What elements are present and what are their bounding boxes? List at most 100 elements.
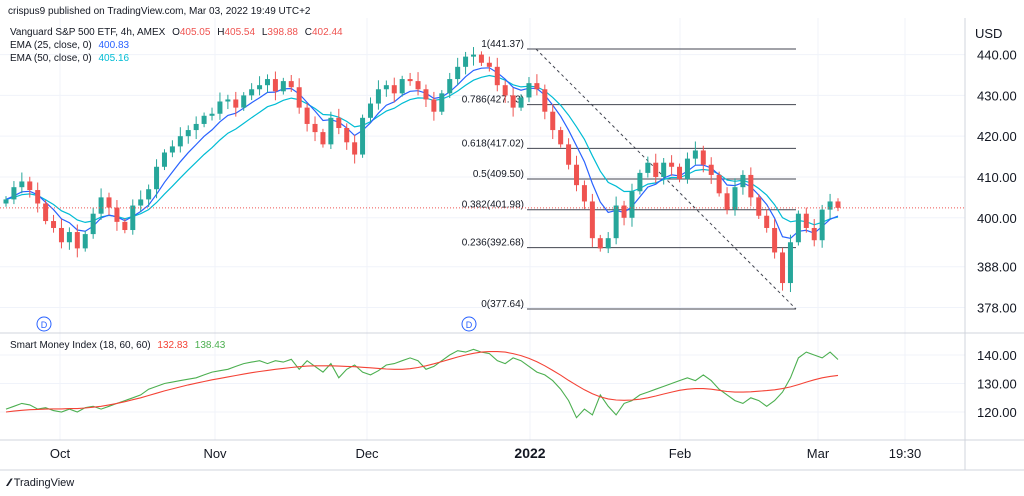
ohlc-high-label: H <box>217 27 225 38</box>
candle-body <box>439 93 445 112</box>
candle-body <box>169 146 175 153</box>
smi-label: Smart Money Index (18, 60, 60) <box>10 340 151 351</box>
candle-body <box>431 99 437 112</box>
x-tick-label: 2022 <box>514 445 545 461</box>
smi-y-tick-label: 130.00 <box>977 377 1017 392</box>
candle-body <box>486 62 492 67</box>
smi-line <box>5 348 839 419</box>
candle-body <box>58 227 64 243</box>
candle-body <box>3 199 9 204</box>
candle-body <box>581 185 587 202</box>
ema25-legend[interactable]: EMA (25, close, 0) 400.83 <box>10 40 133 51</box>
candle-body <box>122 221 128 231</box>
y-tick-label: 420.00 <box>977 129 1017 144</box>
candle-body <box>328 117 334 145</box>
candle-body <box>613 205 619 239</box>
tradingview-logo[interactable]: ⁄⁄ TradingView <box>8 477 74 489</box>
candle-body <box>304 107 310 124</box>
candle-body <box>98 197 104 214</box>
candle-body <box>787 242 793 284</box>
candle-body <box>161 152 167 167</box>
ohlc-low-label: L <box>261 27 268 38</box>
candle-body <box>407 79 413 82</box>
ohlc-low: 398.88 <box>267 27 298 38</box>
candle-body <box>225 99 231 102</box>
symbol-legend[interactable]: Vanguard S&P 500 ETF, 4h, AMEX O405.05 H… <box>10 27 347 38</box>
candle-body <box>756 197 762 216</box>
candle-body <box>629 191 635 218</box>
candle-body <box>502 85 508 96</box>
candle-body <box>217 101 223 114</box>
candle-body <box>471 54 477 57</box>
x-tick-label: Dec <box>355 446 379 461</box>
fib-level-label: 0(377.64) <box>481 299 524 310</box>
candle-body <box>138 199 144 206</box>
candle-body <box>82 234 88 249</box>
y-tick-label: 400.00 <box>977 211 1017 226</box>
candle-body <box>637 172 643 192</box>
dividend-marker <box>461 316 477 332</box>
candles <box>3 47 841 293</box>
ohlc-close: 402.44 <box>312 27 343 38</box>
ohlc-open-label: O <box>172 27 180 38</box>
candle-body <box>692 150 698 159</box>
smi-value-signal: 132.83 <box>157 340 188 351</box>
price-grid <box>0 18 965 440</box>
candle-body <box>11 187 17 200</box>
fibonacci-retracement[interactable]: 1(441.37) 0.786(427.73) 0.618(417.02) 0.5(4… <box>462 39 797 310</box>
candle-body <box>574 164 580 186</box>
candle-body <box>114 207 120 222</box>
candle-body <box>177 136 183 147</box>
candle-body <box>724 193 730 210</box>
candle-body <box>819 209 825 241</box>
candle-body <box>66 232 72 243</box>
candle-body <box>708 164 714 175</box>
candle-body <box>677 166 683 180</box>
candle-body <box>90 213 96 235</box>
y-tick-label: 388.00 <box>977 260 1017 275</box>
candle-body <box>288 81 294 88</box>
x-tick-label: Nov <box>203 446 227 461</box>
x-tick-label: Mar <box>807 446 830 461</box>
fib-level-label: 1(441.37) <box>481 39 524 50</box>
ema25-label: EMA (25, close, 0) <box>10 40 92 51</box>
smi-pane <box>5 348 839 419</box>
ema50-legend[interactable]: EMA (50, close, 0) 405.16 <box>10 53 133 64</box>
candle-body <box>455 66 461 80</box>
candle-body <box>526 83 532 98</box>
ohlc-high: 405.54 <box>224 27 256 38</box>
candle-body <box>130 205 136 231</box>
ohlc-close-label: C <box>304 27 312 38</box>
candle-body <box>280 81 286 92</box>
tradingview-logo-text: TradingView <box>13 477 75 489</box>
candle-body <box>605 238 611 249</box>
candle-body <box>550 111 556 131</box>
smi-legend[interactable]: Smart Money Index (18, 60, 60) 132.83 13… <box>10 340 229 351</box>
candle-body <box>19 181 25 188</box>
candle-body <box>106 197 112 208</box>
candle-body <box>780 252 786 284</box>
candle-body <box>264 79 270 86</box>
smi-y-tick-label: 140.00 <box>977 348 1017 363</box>
y-tick-label: 430.00 <box>977 88 1017 103</box>
smi-value-main: 138.43 <box>194 340 226 351</box>
candle-body <box>661 162 667 177</box>
fib-level-label: 0.5(409.50) <box>473 169 524 180</box>
candle-body <box>391 85 397 94</box>
fib-level-label: 0.236(392.68) <box>462 238 524 249</box>
candle-body <box>233 99 239 108</box>
candle-body <box>494 66 500 86</box>
y-tick-label: 378.00 <box>977 301 1017 316</box>
candle-body <box>74 232 80 249</box>
ema25-value: 400.83 <box>98 40 130 51</box>
fib-trend-line <box>535 48 797 310</box>
candle-body <box>146 189 152 200</box>
candle-body <box>653 162 659 177</box>
smi-signal-line <box>5 351 839 413</box>
candle-body <box>740 174 746 188</box>
candle-body <box>193 123 199 131</box>
candle-body <box>35 190 41 204</box>
candle-body <box>312 123 318 133</box>
